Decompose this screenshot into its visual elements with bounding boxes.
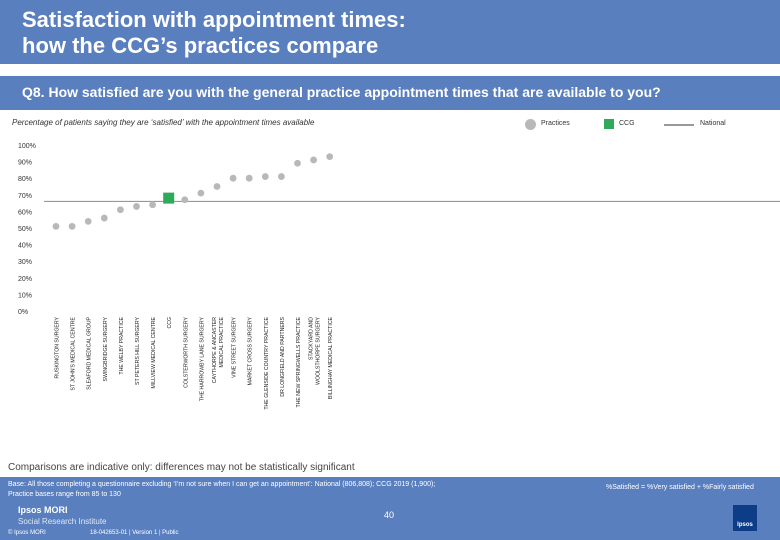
copyright: © Ipsos MORI	[8, 530, 46, 536]
category-label: THE NEW SPRINGWELLS PRACTICE	[296, 316, 302, 407]
legend-ccg-marker	[604, 119, 614, 129]
practice-marker	[68, 222, 76, 230]
y-tick-label: 40%	[18, 243, 32, 250]
category-label: BILLINGHAY MEDICAL PRACTICE	[328, 316, 334, 399]
category-label: MILLVIEW MEDICAL CENTRE	[151, 316, 157, 388]
base-note: Base: All those completing a questionnai…	[8, 480, 528, 500]
legend-practices-label: Practices	[541, 120, 570, 127]
practice-marker	[310, 156, 317, 164]
practice-marker	[133, 203, 140, 210]
practice-marker	[229, 174, 237, 182]
category-label: ST PETERS HILL SURGERY	[135, 316, 141, 384]
job-number: 18-042653-01 | Version 1 | Public	[90, 530, 179, 536]
y-tick-label: 80%	[18, 176, 32, 183]
category-label: CCG	[167, 317, 173, 329]
practice-marker	[100, 214, 108, 222]
practice-marker	[149, 201, 157, 209]
practice-marker	[117, 206, 124, 214]
footer-band	[0, 477, 780, 540]
chart-subtitle: Percentage of patients saying they are ‘…	[12, 118, 315, 127]
brand-name: Ipsos MORI	[18, 505, 68, 515]
satisfied-formula: %Satisfied = %Very satisfied + %Fairly s…	[606, 484, 754, 491]
y-tick-label: 60%	[18, 209, 32, 216]
practice-marker	[326, 153, 334, 161]
legend-ccg-label: CCG	[619, 120, 635, 127]
practice-marker	[84, 217, 92, 225]
category-label: SWINGBRIDGE SURGERY	[103, 316, 109, 381]
slide-title: Satisfaction with appointment times: how…	[22, 7, 406, 58]
y-tick-label: 10%	[18, 292, 32, 299]
legend-national-line	[664, 124, 694, 126]
practice-marker	[197, 189, 205, 197]
practice-marker	[261, 173, 269, 180]
category-label: VINE STREET SURGERY	[232, 316, 238, 377]
y-tick-label: 30%	[18, 259, 32, 266]
base-line-2: Practice bases range from 85 to 130	[8, 491, 121, 498]
satisfaction-chart: 0% 10% 20% 30% 40% 50% 60% 70% 80% 90% 100% RUSKING…	[18, 143, 780, 410]
question-text: Q8. How satisfied are you with the gener…	[22, 84, 661, 100]
practice-marker	[181, 196, 189, 204]
practice-marker	[294, 159, 301, 167]
base-line-1: Base: All those completing a questionnai…	[8, 481, 436, 488]
y-tick-label: 50%	[18, 226, 32, 233]
title-band	[0, 0, 780, 64]
ipsos-logo-icon: Ipsos	[733, 505, 757, 531]
comparisons-note: Comparisons are indicative only: differe…	[8, 462, 355, 473]
y-tick-label: 20%	[18, 276, 32, 283]
practice-marker	[213, 183, 221, 190]
category-label: STACKYARD AND	[309, 317, 315, 360]
y-tick-label: 0%	[18, 309, 28, 316]
practice-marker	[245, 174, 253, 182]
category-label: WOOLSTHORPE SURGERY	[316, 316, 322, 384]
category-label: MARKET CROSS SURGERY	[248, 316, 254, 385]
y-tick-label: 70%	[18, 193, 32, 200]
practice-marker	[278, 173, 285, 180]
y-tick-label: 90%	[18, 160, 32, 167]
category-label: THE WELBY PRACTICE	[119, 316, 125, 374]
page-number: 40	[384, 510, 395, 520]
category-label: THE GLENSIDE COUNTRY PRACTICE	[264, 316, 270, 409]
question-band	[0, 76, 780, 110]
category-label: RUSKINGTON SURGERY	[55, 316, 61, 378]
brand-subtitle: Social Research Institute	[18, 517, 107, 526]
category-label: CAYTHORPE & ANCASTER	[212, 317, 218, 383]
practice-marker	[52, 222, 60, 230]
category-label: ST JOHN'S MEDICAL CENTRE	[71, 316, 77, 390]
category-label: COLSTERWORTH SURGERY	[183, 316, 189, 387]
legend-national-label: National	[700, 120, 726, 127]
ccg-marker	[163, 192, 175, 204]
category-label: MEDICAL PRACTICE	[219, 316, 225, 367]
ipsos-logo-text: Ipsos	[737, 522, 753, 528]
category-label: SLEAFORD MEDICAL GROUP	[87, 316, 93, 389]
category-label: DR LONGFIELD AND PARTNERS	[280, 316, 286, 396]
y-tick-label: 100%	[18, 143, 36, 150]
category-label: THE HARROWBY LANE SURGERY	[199, 316, 205, 401]
legend-practices-marker	[525, 119, 536, 130]
